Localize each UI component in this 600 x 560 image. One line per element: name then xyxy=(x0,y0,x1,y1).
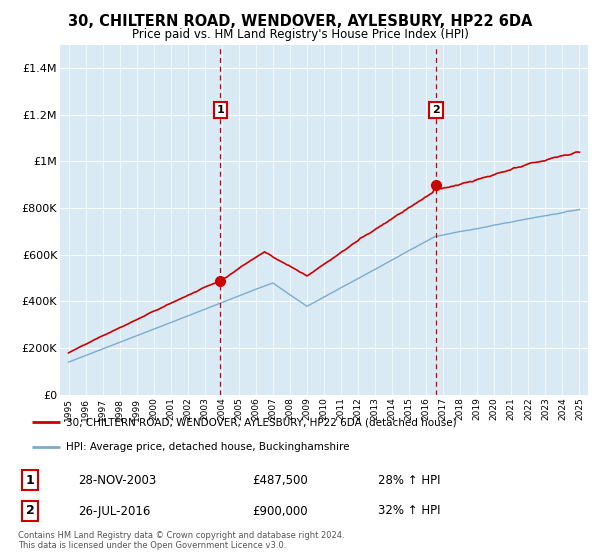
Text: 28-NOV-2003: 28-NOV-2003 xyxy=(78,474,156,487)
Text: Price paid vs. HM Land Registry's House Price Index (HPI): Price paid vs. HM Land Registry's House … xyxy=(131,28,469,41)
Text: 1: 1 xyxy=(26,474,34,487)
Text: 2: 2 xyxy=(26,505,34,517)
Text: 30, CHILTERN ROAD, WENDOVER, AYLESBURY, HP22 6DA (detached house): 30, CHILTERN ROAD, WENDOVER, AYLESBURY, … xyxy=(66,417,457,427)
Text: 2: 2 xyxy=(432,105,440,115)
Text: £487,500: £487,500 xyxy=(252,474,308,487)
Text: HPI: Average price, detached house, Buckinghamshire: HPI: Average price, detached house, Buck… xyxy=(66,442,349,452)
Text: 32% ↑ HPI: 32% ↑ HPI xyxy=(378,505,440,517)
Text: Contains HM Land Registry data © Crown copyright and database right 2024.
This d: Contains HM Land Registry data © Crown c… xyxy=(18,530,344,550)
Text: 26-JUL-2016: 26-JUL-2016 xyxy=(78,505,151,517)
Text: £900,000: £900,000 xyxy=(252,505,308,517)
Text: 1: 1 xyxy=(217,105,224,115)
Text: 30, CHILTERN ROAD, WENDOVER, AYLESBURY, HP22 6DA: 30, CHILTERN ROAD, WENDOVER, AYLESBURY, … xyxy=(68,14,532,29)
Text: 28% ↑ HPI: 28% ↑ HPI xyxy=(378,474,440,487)
